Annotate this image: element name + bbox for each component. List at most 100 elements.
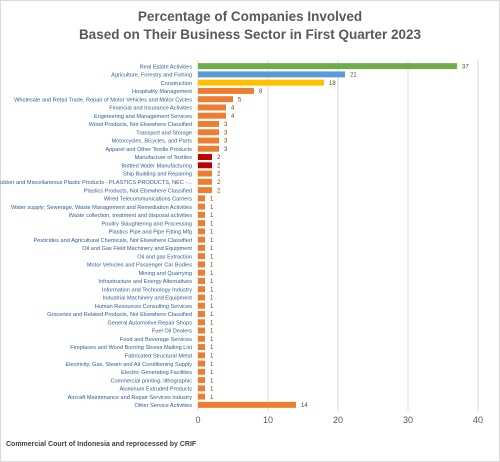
value-label: 1 [210,246,214,252]
value-label: 1 [210,263,214,269]
value-label: 4 [231,106,235,112]
category-label: Fireplaces and Wood Burning Stoves Maili… [70,345,192,351]
bar [198,129,219,136]
category-label: Commercial printing, lithographic [111,378,193,384]
value-label: 2 [217,155,221,161]
bar [198,195,205,202]
value-label: 2 [217,188,221,194]
value-label: 1 [210,213,214,219]
bar [198,385,205,392]
value-label: 1 [210,353,214,359]
value-label: 2 [217,163,221,169]
bar [198,220,205,227]
bar [198,319,205,326]
chart-title-line-2: Based on Their Business Sector in First … [78,27,422,42]
bar [198,203,205,210]
bar [198,393,205,400]
value-label: 1 [210,287,214,293]
category-label: Bottled Water Manufacturing [121,163,192,169]
category-label: Fuel Oil Dealers [152,329,192,335]
bar [198,178,212,185]
value-label: 1 [210,254,214,260]
category-label: Plastics Pipe and Pipe Fitting Mfg [109,230,192,236]
bar [198,302,205,309]
category-label: Oil and gas Extraction [137,254,192,260]
bar [198,112,226,119]
category-label: Aluminum Extruded Products [120,387,193,393]
value-label: 1 [210,337,214,343]
source-footnote: Commercial Court of Indonesia and reproc… [6,441,197,448]
value-label: 1 [210,345,214,351]
bar [198,154,212,160]
bar [198,401,296,408]
value-label: 2 [217,172,221,178]
value-label: 1 [210,230,214,236]
bar [198,170,212,177]
x-tick-label: 0 [195,415,200,425]
bar [198,104,226,111]
value-label: 1 [210,197,214,203]
category-label: Motorcycles, Bicycles, and Parts [111,139,192,145]
category-label: Fabricated Structural Metal [125,353,192,359]
value-label: 3 [224,147,228,153]
category-label: Agriculture, Forestry and Fishing [111,73,192,79]
value-label: 1 [210,362,214,368]
category-label: General Automotive Repair Shops [107,320,192,326]
category-label: Other Service Activities [134,403,192,409]
category-label: Wired Telecommunications Carriers [104,197,192,203]
bar [198,327,205,334]
value-label: 1 [210,387,214,393]
category-label: Motor Vehicles and Passenger Car Bodies [87,263,192,269]
value-labels: 3721188544333322222111111111111111111111… [210,64,469,409]
category-label: Electricity, Gas, Steam and Air Conditio… [66,362,193,368]
bar [198,87,254,94]
category-label: Rubber and Miscellaneous Plastic Product… [0,180,192,186]
value-label: 1 [210,296,214,302]
bar [198,311,205,317]
bars [198,63,457,408]
category-label: Industrial Machinery and Equipment [103,296,193,302]
value-label: 3 [224,122,228,128]
bar [198,187,212,194]
value-label: 1 [210,320,214,326]
bar [198,344,205,351]
category-label: Manufacture of Textiles [135,155,193,161]
category-label: Construction [161,81,192,87]
bar [198,145,219,152]
value-label: 14 [301,403,308,409]
bar [198,79,324,86]
value-label: 4 [231,114,235,120]
value-label: 1 [210,221,214,227]
bar [198,137,219,144]
bar [198,71,345,78]
value-label: 1 [210,370,214,376]
value-label: 2 [217,180,221,186]
bar [198,63,457,70]
value-label: 21 [350,73,357,79]
x-tick-label: 30 [403,415,413,425]
category-label: Aircraft Maintenance and Repair Services… [68,395,193,401]
category-label: Wholesale and Retail Trade, Repair of Mo… [14,97,192,103]
bar [198,244,205,251]
value-label: 3 [224,139,228,145]
value-label: 5 [238,97,242,103]
category-label: Waste collection, treatment and disposal… [69,213,192,219]
category-label: Food and Beverage Services [120,337,192,343]
category-label: Water supply; Sewerage, Waste Management… [11,205,192,211]
category-label: Financial and Insurance Activities [109,106,192,112]
bar [198,253,205,260]
category-label: Information and Technology Industry [102,287,192,293]
category-label: Ship Building and Repairing [123,172,192,178]
category-labels: Real Estate Activities Agriculture, Fores… [0,64,192,409]
bar [198,335,205,342]
bar [198,261,205,268]
bar [198,368,205,375]
category-label: Wood Products, Not Elsewhere Classified [89,122,192,128]
value-label: 3 [224,130,228,136]
category-label: Engineering and Management Services [94,114,192,120]
value-label: 1 [210,271,214,277]
bar [198,377,205,384]
value-label: 1 [210,238,214,244]
category-label: Mining and Quarrying [139,271,192,277]
